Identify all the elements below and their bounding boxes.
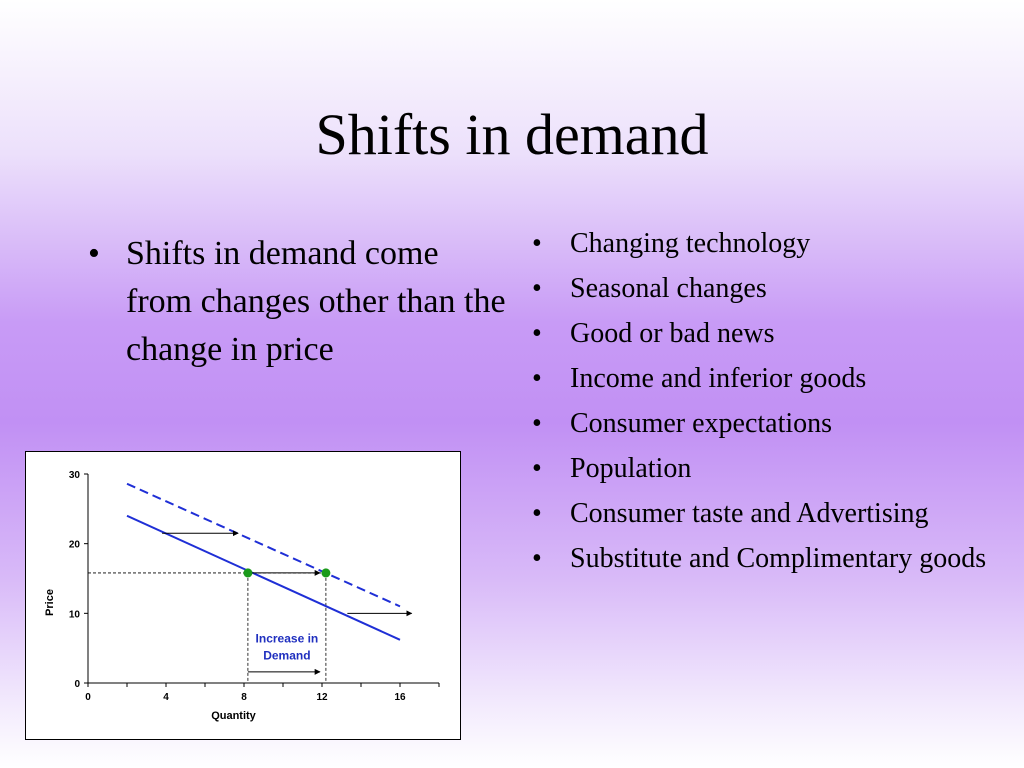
x-tick-label: 4: [163, 692, 169, 703]
x-tick-label: 12: [316, 692, 328, 703]
x-axis-label: Quantity: [211, 710, 256, 722]
factor-item-substitutes: Substitute and Complimentary goods: [532, 541, 1002, 577]
equilibrium-point: [243, 568, 253, 578]
y-tick-label: 0: [74, 679, 80, 690]
slide-title: Shifts in demand: [315, 102, 709, 167]
factor-item-income: Income and inferior goods: [532, 361, 1002, 397]
shifted-demand-curve: [126, 482, 401, 608]
factor-item-taste: Consumer taste and Advertising: [532, 496, 1002, 532]
factor-item-population: Population: [532, 451, 1002, 487]
right-bullet-list: Changing technology Seasonal changes Goo…: [532, 226, 1002, 586]
demand-chart-svg: 0 4 8 12 16 0 10 20 30 Quantity Price Increase in De…: [44, 470, 440, 722]
demand-chart: 0 4 8 12 16 0 10 20 30 Quantity Price Increase in De…: [25, 451, 461, 740]
factor-item-seasonal: Seasonal changes: [532, 271, 1002, 307]
x-tick-label: 8: [241, 692, 247, 703]
increase-demand-annotation: Demand: [263, 649, 310, 663]
x-tick-label: 0: [85, 692, 91, 703]
left-bullet-list: Shifts in demand come from changes other…: [88, 230, 508, 374]
x-tick-label: 16: [394, 692, 406, 703]
y-axis-label: Price: [44, 589, 56, 616]
increase-demand-annotation: Increase in: [256, 632, 319, 646]
y-tick-label: 20: [69, 540, 81, 551]
equilibrium-point: [321, 568, 331, 578]
y-tick-label: 30: [69, 470, 81, 481]
factor-item-expectations: Consumer expectations: [532, 406, 1002, 442]
y-tick-label: 10: [69, 609, 81, 620]
factor-item-technology: Changing technology: [532, 226, 1002, 262]
original-demand-curve: [126, 514, 401, 641]
factor-item-news: Good or bad news: [532, 316, 1002, 352]
left-bullet-item: Shifts in demand come from changes other…: [88, 230, 508, 374]
